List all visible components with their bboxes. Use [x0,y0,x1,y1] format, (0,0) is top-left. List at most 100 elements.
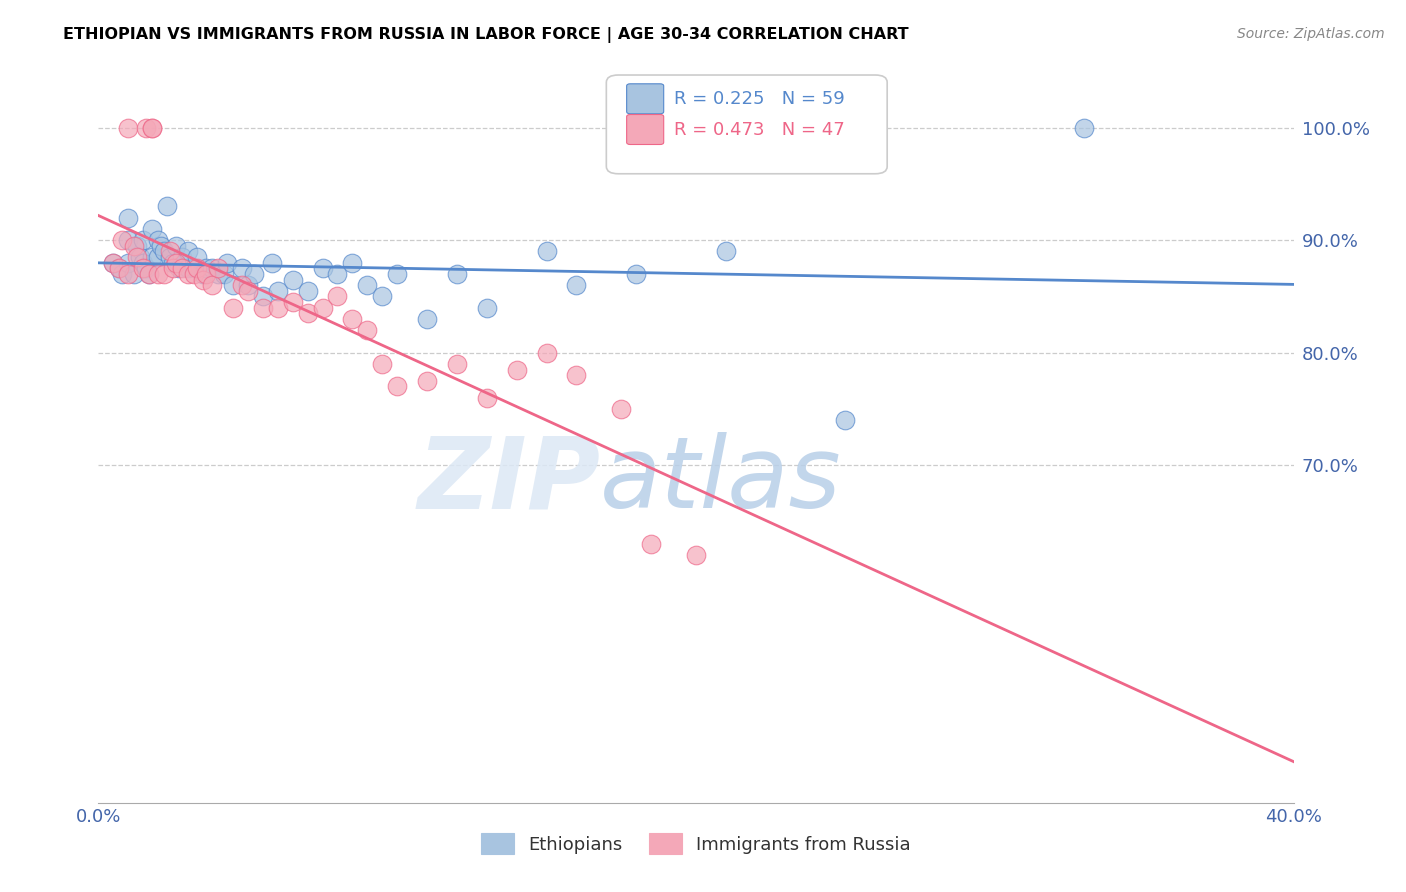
Point [153,267,176,281]
Point [172,261,194,276]
Point [446,267,468,281]
Point [117,120,139,135]
Point [565,278,588,293]
Point [127,239,149,253]
Point [342,312,364,326]
Point [111,267,134,281]
Point [141,250,163,264]
Point [506,362,529,376]
Point [135,120,157,135]
FancyBboxPatch shape [627,114,664,145]
Point [212,267,235,281]
FancyBboxPatch shape [627,84,664,114]
Point [117,255,139,269]
Point [117,233,139,247]
Point [371,357,394,371]
Point [215,255,238,269]
Point [201,261,224,276]
Point [610,401,633,416]
Point [356,278,378,293]
Point [252,289,274,303]
Point [124,267,146,281]
Point [103,255,125,269]
Point [159,250,181,264]
Point [446,357,468,371]
Point [177,244,200,259]
Point [124,239,146,253]
Point [159,244,181,259]
Point [165,239,187,253]
Point [162,261,184,276]
Point [150,239,173,253]
Point [141,120,163,135]
Point [177,261,200,276]
Point [236,284,259,298]
Point [342,255,364,269]
Point [191,267,214,281]
Text: R = 0.225   N = 59: R = 0.225 N = 59 [675,90,845,108]
Point [236,278,259,293]
Point [207,261,229,276]
Point [129,250,152,264]
Point [148,267,170,281]
Point [186,250,208,264]
Point [834,413,856,427]
Point [201,278,224,293]
Point [135,261,157,276]
FancyBboxPatch shape [606,75,887,174]
Text: R = 0.473   N = 47: R = 0.473 N = 47 [675,120,845,138]
Point [186,261,208,276]
Point [177,267,200,281]
Text: ZIP: ZIP [418,433,600,530]
Point [222,301,245,315]
Point [153,244,176,259]
Point [207,267,229,281]
Point [172,250,194,264]
Point [243,267,266,281]
Point [297,284,319,298]
Point [165,255,187,269]
Point [281,272,304,286]
Text: ETHIOPIAN VS IMMIGRANTS FROM RUSSIA IN LABOR FORCE | AGE 30-34 CORRELATION CHART: ETHIOPIAN VS IMMIGRANTS FROM RUSSIA IN L… [63,27,908,43]
Point [281,295,304,310]
Point [685,548,707,562]
Point [252,301,274,315]
Point [138,267,160,281]
Point [231,278,253,293]
Point [371,289,394,303]
Point [195,261,218,276]
Point [141,120,163,135]
Point [141,222,163,236]
Point [475,301,498,315]
Text: atlas: atlas [600,433,842,530]
Text: Source: ZipAtlas.com: Source: ZipAtlas.com [1237,27,1385,41]
Point [260,255,283,269]
Point [231,261,253,276]
Point [222,278,245,293]
Point [1073,120,1095,135]
Point [626,267,648,281]
Point [103,255,125,269]
Point [191,272,214,286]
Point [132,255,155,269]
Point [536,244,558,259]
Point [183,267,205,281]
Point [183,261,205,276]
Point [565,368,588,383]
Point [356,323,378,337]
Point [385,267,409,281]
Point [195,267,218,281]
Point [297,306,319,320]
Point [475,391,498,405]
Point [138,267,160,281]
Point [127,250,149,264]
Point [162,255,184,269]
Point [117,267,139,281]
Point [385,379,409,393]
Point [416,374,439,388]
Point [148,250,170,264]
Point [132,233,155,247]
Legend: Ethiopians, Immigrants from Russia: Ethiopians, Immigrants from Russia [472,824,920,863]
Point [536,345,558,359]
Point [416,312,439,326]
